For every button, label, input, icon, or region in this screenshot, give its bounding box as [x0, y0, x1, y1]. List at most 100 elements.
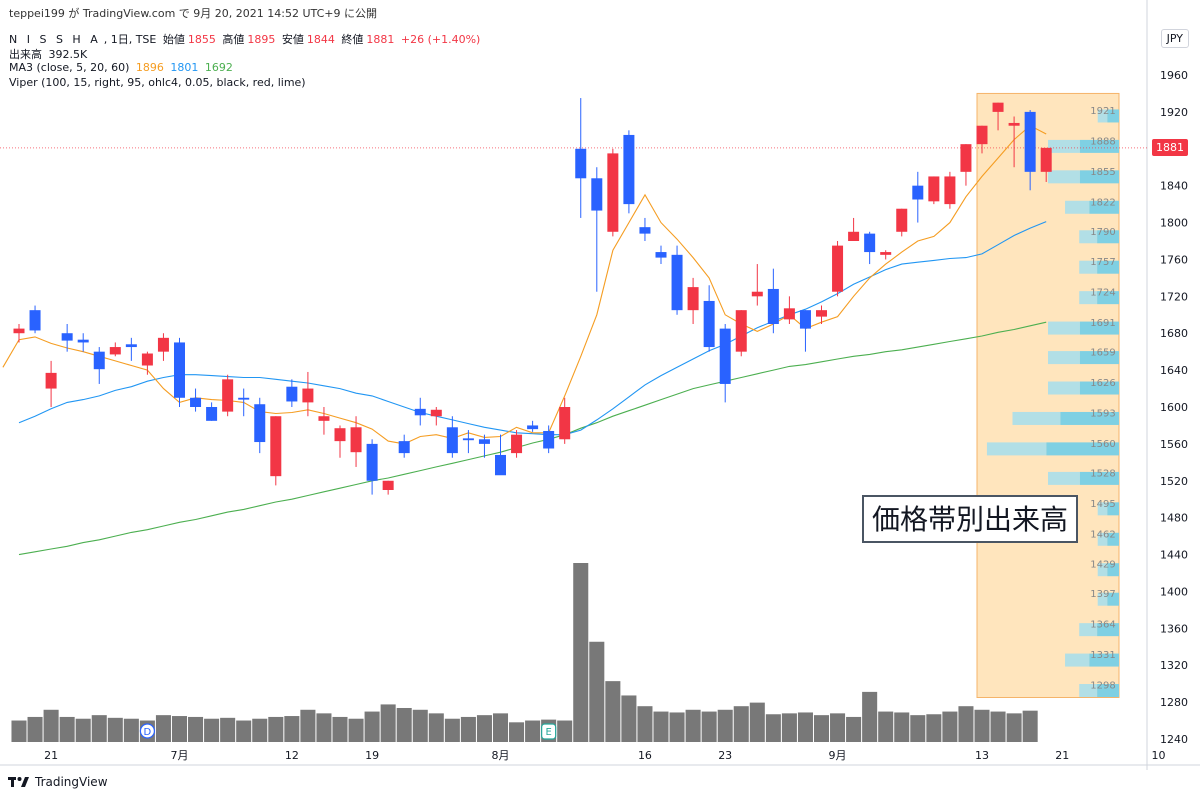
y-tick-label: 1680 [1160, 327, 1188, 340]
candle-body [270, 416, 282, 477]
volume-profile-bar-outer [1012, 411, 1061, 425]
volume-bar [878, 711, 894, 742]
volume-bar [11, 720, 27, 742]
volume-bar [669, 712, 685, 742]
y-tick-label: 1240 [1160, 733, 1188, 746]
candle-body [735, 310, 747, 352]
volume-bar [300, 709, 316, 742]
symbol-name[interactable]: N I S S H A [9, 33, 101, 46]
y-tick-label: 1600 [1160, 401, 1188, 414]
candle-body [141, 353, 153, 366]
candle-body [864, 233, 876, 253]
volume-profile-bar-inner [1107, 563, 1119, 577]
volume-bar [364, 711, 380, 742]
viper-legend[interactable]: Viper (100, 15, right, 95, ohlc4, 0.05, … [9, 76, 309, 89]
candle-body [190, 397, 202, 407]
volume-bar [204, 718, 220, 742]
y-tick-label: 1640 [1160, 364, 1188, 377]
symbol-interval: , 1日, TSE [103, 33, 157, 46]
volume-profile-bar-outer [1079, 230, 1098, 244]
candle-body [960, 144, 972, 172]
volume-profile-price-label: 1495 [1090, 499, 1115, 510]
y-tick-label: 1960 [1160, 69, 1188, 82]
y-tick-label: 1520 [1160, 475, 1188, 488]
volume-bar [220, 717, 236, 742]
candle-body [671, 254, 683, 311]
volume-bar [460, 716, 476, 742]
volume-bar [396, 707, 412, 742]
x-tick-label: 19 [365, 749, 379, 762]
currency-button[interactable]: JPY [1160, 29, 1189, 48]
candle-body [302, 388, 314, 403]
candle-body [623, 134, 635, 205]
candle-body [607, 153, 619, 232]
volume-legend: 出来高 392.5K [9, 46, 90, 62]
candle-body [254, 404, 266, 443]
ohlc-legend: N I S S H A, 1日, TSE 始値 1855 高値 1895 安値 184… [9, 31, 483, 47]
volume-bar [797, 712, 813, 742]
annotation-label[interactable]: 価格帯別出来高 [862, 495, 1079, 543]
candle-body [655, 252, 667, 258]
volume-profile-bar-inner [1097, 260, 1119, 274]
volume-profile-price-label: 1921 [1090, 106, 1115, 117]
volume-profile-bar-inner [1097, 684, 1119, 698]
candle-body [366, 443, 378, 481]
volume-profile-bar-outer [1097, 592, 1108, 606]
volume-bar [974, 709, 990, 742]
ma60-value: 1692 [204, 61, 233, 74]
candle-body [29, 310, 41, 331]
volume-bar [171, 716, 188, 742]
volume-bar [637, 706, 653, 742]
tradingview-logo-icon [8, 777, 29, 787]
dividend-marker [139, 723, 155, 739]
candle-body [976, 125, 988, 145]
candle-body [751, 291, 763, 297]
volume-profile-bar-inner [1107, 502, 1119, 516]
tradingview-logo[interactable]: TradingView [8, 775, 108, 789]
close-label: 終値 [341, 33, 364, 46]
candle-body [639, 227, 651, 234]
candle-body [206, 407, 218, 421]
volume-bar [412, 709, 428, 742]
candle-body [880, 252, 892, 255]
y-tick-label: 1320 [1160, 659, 1188, 672]
volume-bar [605, 681, 621, 742]
candle-body [816, 310, 827, 317]
volume-bar [492, 713, 509, 742]
volume-bar [910, 715, 926, 742]
volume-bar [942, 711, 958, 742]
volume-profile-bar-inner [1107, 592, 1119, 606]
candle-body [13, 328, 25, 334]
volume-bar [316, 713, 332, 742]
volume-bar [43, 709, 59, 742]
volume-bar [509, 722, 525, 742]
volume-profile-bar-inner [1079, 381, 1119, 395]
y-tick-label: 1480 [1160, 512, 1188, 525]
volume-profile-bar-outer [1079, 260, 1098, 274]
volume-profile-bar-outer [986, 442, 1047, 456]
volume-bar [188, 716, 204, 742]
viper-label: Viper (100, 15, right, 95, ohlc4, 0.05, … [9, 76, 306, 89]
volume-profile-bar-inner [1079, 170, 1119, 184]
volume-profile-bar-inner [1089, 653, 1119, 667]
volume-bar [846, 716, 862, 742]
open-value: 1855 [187, 33, 216, 46]
candle-body [543, 430, 555, 449]
volume-bar [765, 714, 781, 742]
candle-body [703, 300, 715, 348]
volume-bar [926, 714, 942, 742]
volume-profile-bar-outer [1065, 200, 1090, 214]
candle-body [109, 347, 121, 355]
volume-bar [717, 709, 733, 742]
volume-profile-price-label: 1364 [1090, 620, 1115, 631]
volume-profile-bar-outer [1097, 109, 1108, 123]
candle-body [125, 344, 137, 348]
x-tick-label: 21 [44, 749, 58, 762]
y-tick-label: 1280 [1160, 696, 1188, 709]
ma-legend[interactable]: MA3 (close, 5, 20, 60) 1896 1801 1692 [9, 61, 236, 74]
y-tick-label: 1560 [1160, 438, 1188, 451]
candle-body [430, 409, 442, 417]
x-tick-label: 8月 [492, 749, 510, 762]
volume-bar [155, 715, 171, 742]
